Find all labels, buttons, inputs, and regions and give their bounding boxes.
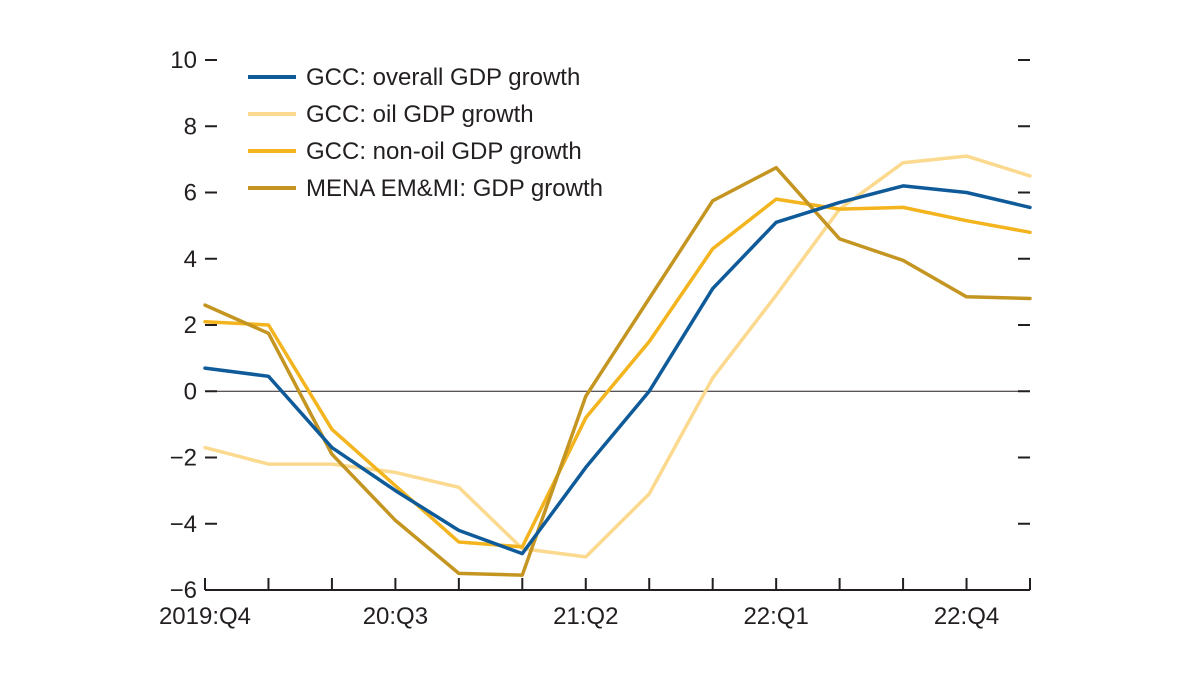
x-tick-label: 20:Q3 [363, 603, 428, 630]
x-tick-label: 22:Q4 [934, 603, 999, 630]
axes-layer: −6 −4 −2 0 2 4 6 8 10 2019:Q4 20:Q3 21:Q2 22:Q1 22:Q4 [159, 47, 1031, 630]
y-tick-label: 10 [170, 47, 197, 74]
x-tick-label: 21:Q2 [553, 603, 618, 630]
series-layer [203, 154, 1032, 577]
x-tick-label: 22:Q1 [743, 603, 808, 630]
y-tick-label: 8 [184, 113, 197, 140]
series-line-3 [203, 165, 1032, 577]
y-tick-label: 6 [184, 180, 197, 207]
legend-label: GCC: oil GDP growth [306, 101, 534, 128]
y-tick-label: −2 [170, 445, 197, 472]
y-tick-label: −6 [170, 577, 197, 604]
y-tick-label: −4 [170, 511, 197, 538]
series-line-2 [203, 197, 1032, 549]
y-tick-label: 0 [184, 378, 197, 405]
legend: GCC: overall GDP growth GCC: oil GDP grow… [248, 64, 603, 202]
series-line-0 [203, 184, 1032, 556]
legend-label: GCC: overall GDP growth [306, 64, 580, 91]
y-tick-label: 4 [184, 246, 197, 273]
y-tick-label: 2 [184, 312, 197, 339]
legend-label: GCC: non-oil GDP growth [306, 138, 582, 165]
legend-label: MENA EM&MI: GDP growth [306, 175, 603, 202]
series-line-1 [203, 154, 1032, 559]
x-tick-label: 2019:Q4 [159, 603, 251, 630]
